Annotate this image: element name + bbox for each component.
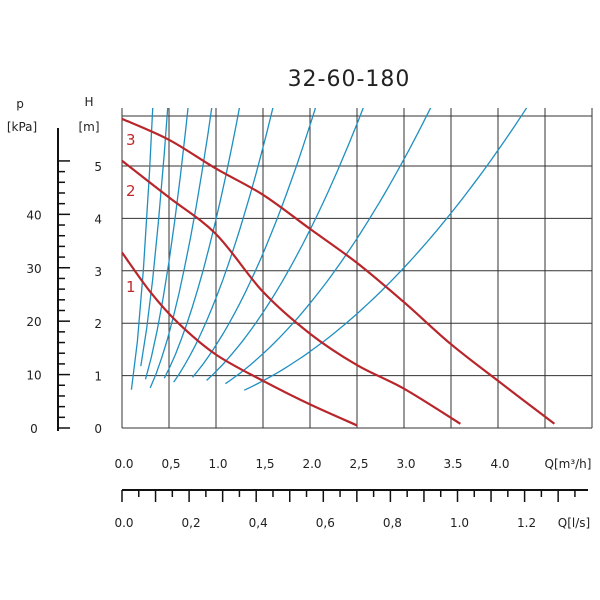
h-tick-label: 3	[94, 265, 102, 279]
q-m3h-tick-label: 2.0	[302, 457, 321, 471]
pump-curves: 1 2 3	[121, 117, 556, 427]
q-ls-tick-label: 0,4	[249, 516, 268, 530]
q-m3h-tick-label: 4.0	[490, 457, 509, 471]
pump-curve-label-3: 3	[126, 131, 136, 149]
h-axis-label: H	[84, 95, 93, 109]
q-ls-tick-label: 1.0	[450, 516, 469, 530]
q-m3h-tick-label: 0,5	[161, 457, 180, 471]
axes	[57, 128, 588, 502]
q-ls-tick-label: 1.2	[517, 516, 536, 530]
system-curve	[173, 108, 274, 383]
system-curve	[149, 108, 213, 389]
axis-labels: 0 1 2 3 4 5 H [m] 0 10 20 30 40 p [kPa] 0.0 0,5 1.0 1,5 2.0…	[7, 95, 592, 530]
pump-curve-1	[121, 251, 358, 427]
q-ls-tick-label: 0,2	[182, 516, 201, 530]
h-tick-label: 4	[94, 212, 102, 226]
p-axis-unit: [kPa]	[7, 120, 37, 134]
pump-curve-3	[121, 117, 556, 425]
q-m3h-tick-label: 3.5	[443, 457, 462, 471]
h-axis-unit: [m]	[78, 120, 99, 134]
system-curve	[206, 108, 364, 381]
p-axis-label: p	[16, 97, 24, 111]
chart-title: 32-60-180	[288, 67, 411, 92]
p-tick-label: 40	[26, 208, 41, 222]
p-tick-label: 20	[26, 315, 41, 329]
q-m3h-tick-label: 1.0	[208, 457, 227, 471]
grid	[121, 108, 593, 429]
q-ls-tick-label: 0,8	[383, 516, 402, 530]
h-tick-label: 1	[94, 370, 102, 384]
q-ls-axis-label: Q[l/s]	[558, 516, 590, 530]
q-ls-tick-label: 0.0	[114, 516, 133, 530]
q-m3h-tick-label: 0.0	[114, 457, 133, 471]
q-ls-tick-label: 0,6	[316, 516, 335, 530]
h-tick-label: 0	[94, 422, 102, 436]
h-tick-label: 2	[94, 317, 102, 331]
system-curve	[144, 108, 189, 380]
system-curve	[163, 108, 241, 379]
p-tick-label: 10	[26, 369, 41, 383]
pump-curve-label-2: 2	[126, 182, 136, 200]
q-m3h-axis-label: Q[m³/h]	[545, 457, 592, 471]
q-m3h-tick-label: 1,5	[255, 457, 274, 471]
p-tick-label: 30	[26, 262, 41, 276]
h-tick-label: 5	[94, 160, 102, 174]
system-curves	[130, 108, 528, 391]
system-curve	[225, 108, 432, 385]
q-m3h-tick-label: 2,5	[349, 457, 368, 471]
pump-curve-2	[121, 159, 461, 425]
q-m3h-tick-label: 3.0	[396, 457, 415, 471]
system-curve	[191, 108, 317, 378]
pump-curve-label-1: 1	[126, 278, 136, 296]
system-curve	[243, 108, 528, 391]
system-curve	[130, 108, 154, 390]
system-curve	[140, 108, 169, 367]
p-tick-label: 0	[30, 422, 38, 436]
